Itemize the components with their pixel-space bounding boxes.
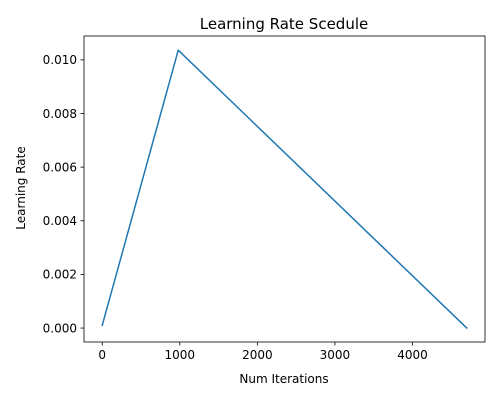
y-tick-label: 0.002 [43, 268, 77, 282]
y-tick-label: 0.000 [43, 321, 77, 335]
y-tick-label: 0.006 [43, 160, 77, 174]
plot-frame [83, 35, 486, 343]
plot-area: 0 1000 2000 3000 4000 0.000 0.002 0.004 0.006 0.0… [43, 35, 486, 362]
series-line-0 [101, 49, 468, 330]
x-tick-label: 3000 [320, 348, 351, 362]
x-tick-label: 0 [98, 348, 106, 362]
x-tick-label: 4000 [397, 348, 428, 362]
y-tick-label: 0.004 [43, 214, 77, 228]
chart-title: Learning Rate Scedule [200, 15, 368, 33]
x-tick-label: 2000 [242, 348, 273, 362]
y-tick-label: 0.008 [43, 107, 77, 121]
x-tick-label: 1000 [165, 348, 196, 362]
x-axis-label: Num Iterations [239, 372, 328, 386]
y-axis-label: Learning Rate [14, 146, 28, 229]
y-tick-label: 0.010 [43, 53, 77, 67]
